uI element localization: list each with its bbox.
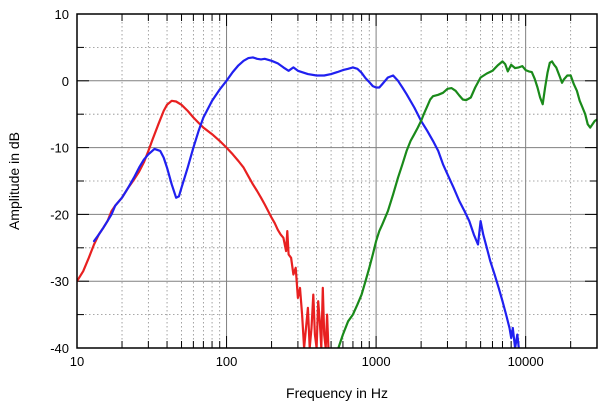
x-axis-title: Frequency in Hz xyxy=(286,385,388,401)
x-tick-label: 10000 xyxy=(508,354,544,369)
y-tick-label: 10 xyxy=(55,7,69,22)
y-tick-label: -10 xyxy=(50,141,69,156)
x-tick-labels: 10 100 1000 10000 xyxy=(70,354,544,369)
y-tick-label: -40 xyxy=(50,341,69,356)
y-tick-labels: 10 0 -10 -20 -30 -40 xyxy=(50,7,69,356)
x-tick-label: 100 xyxy=(216,354,238,369)
series-line-2 xyxy=(92,56,520,348)
series-line-3 xyxy=(337,60,597,348)
x-tick-label: 1000 xyxy=(362,354,391,369)
y-axis-title: Amplitude in dB xyxy=(6,132,22,230)
tick-marks xyxy=(77,13,597,349)
y-tick-label: 0 xyxy=(62,74,69,89)
grid xyxy=(77,14,597,348)
y-tick-label: -30 xyxy=(50,274,69,289)
x-tick-label: 10 xyxy=(70,354,84,369)
y-tick-label: -20 xyxy=(50,207,69,222)
series-layer xyxy=(77,56,597,348)
plot-frame xyxy=(76,13,598,349)
series-line-1 xyxy=(77,99,330,348)
